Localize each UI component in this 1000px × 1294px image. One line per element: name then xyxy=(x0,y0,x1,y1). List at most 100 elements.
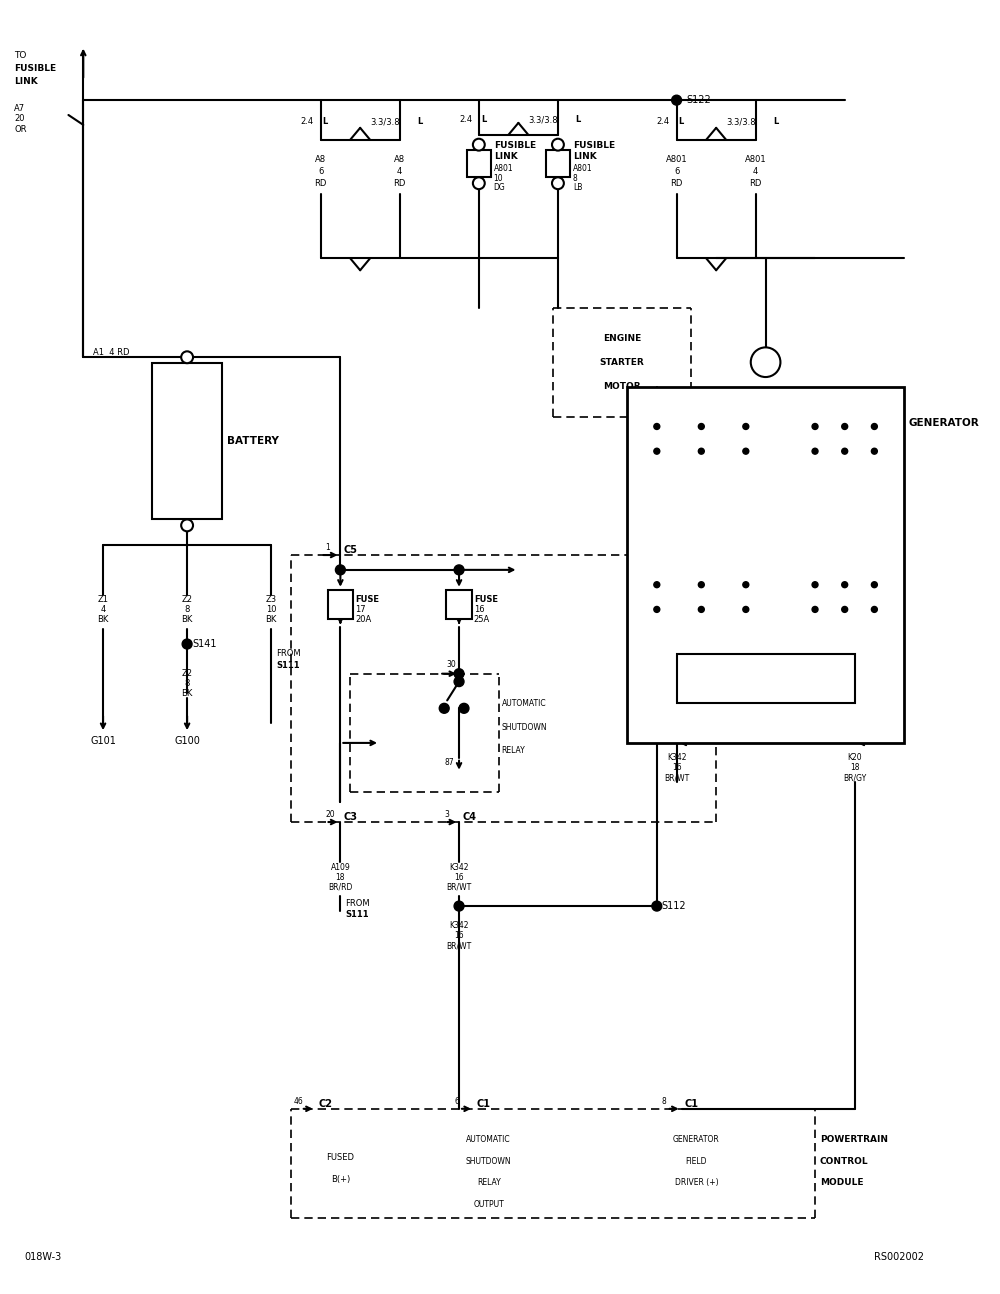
Circle shape xyxy=(181,352,193,364)
Text: RELAY: RELAY xyxy=(477,1179,501,1188)
Text: B(+): B(+) xyxy=(331,1175,350,1184)
Circle shape xyxy=(439,704,449,713)
Text: K20: K20 xyxy=(847,753,862,762)
Circle shape xyxy=(182,639,192,650)
Text: BK: BK xyxy=(181,688,193,697)
Text: K342: K342 xyxy=(449,863,469,872)
Circle shape xyxy=(743,448,749,454)
Text: RELAY: RELAY xyxy=(502,747,525,756)
Text: L: L xyxy=(679,118,684,127)
Text: RD: RD xyxy=(314,179,327,188)
Bar xyxy=(627,387,904,743)
Text: A8: A8 xyxy=(394,155,405,164)
Text: GENERATOR: GENERATOR xyxy=(909,418,980,427)
Text: 46: 46 xyxy=(294,1097,304,1106)
Text: 2.4: 2.4 xyxy=(657,118,670,127)
Text: DRIVER (+): DRIVER (+) xyxy=(675,1179,718,1188)
Text: 4: 4 xyxy=(100,604,106,613)
Text: -: - xyxy=(207,505,211,518)
Text: MOTOR: MOTOR xyxy=(603,382,641,391)
Text: LINK: LINK xyxy=(573,151,597,160)
Text: A801: A801 xyxy=(745,155,767,164)
Text: BR/WT: BR/WT xyxy=(446,883,472,892)
Circle shape xyxy=(454,565,464,575)
Text: A1  4 RD: A1 4 RD xyxy=(93,348,130,357)
Circle shape xyxy=(654,448,660,454)
Text: 6: 6 xyxy=(454,1097,459,1106)
Circle shape xyxy=(812,607,818,612)
Circle shape xyxy=(181,519,193,532)
Text: 6: 6 xyxy=(318,167,323,176)
Circle shape xyxy=(698,423,704,430)
Text: 3.3/3.8: 3.3/3.8 xyxy=(726,118,756,127)
Text: G100: G100 xyxy=(174,736,200,745)
Circle shape xyxy=(842,448,848,454)
Text: C1: C1 xyxy=(685,1099,699,1109)
Text: LINK: LINK xyxy=(494,151,517,160)
Circle shape xyxy=(652,901,662,911)
Circle shape xyxy=(454,901,464,911)
Text: DG: DG xyxy=(494,182,505,192)
Text: Z1: Z1 xyxy=(98,595,109,604)
Text: Z3: Z3 xyxy=(266,595,277,604)
Circle shape xyxy=(552,138,564,150)
Text: C3: C3 xyxy=(343,813,357,822)
Text: BR/WT: BR/WT xyxy=(446,941,472,950)
Text: C1: C1 xyxy=(477,1099,491,1109)
Text: 87: 87 xyxy=(444,758,454,767)
Text: INTELLIGENT: INTELLIGENT xyxy=(721,571,787,580)
Text: L: L xyxy=(576,115,581,124)
Text: S141: S141 xyxy=(192,639,217,650)
Text: 4: 4 xyxy=(753,167,758,176)
Text: TO: TO xyxy=(14,52,26,60)
Text: C2: C2 xyxy=(319,1099,333,1109)
Circle shape xyxy=(698,448,704,454)
Text: CONTROL: CONTROL xyxy=(820,1157,869,1166)
Circle shape xyxy=(335,565,345,575)
Text: 3.3/3.8: 3.3/3.8 xyxy=(528,115,558,124)
Text: BK: BK xyxy=(265,615,277,624)
Text: GENERATOR: GENERATOR xyxy=(673,1135,720,1144)
Circle shape xyxy=(698,607,704,612)
Text: 16: 16 xyxy=(672,763,681,773)
Circle shape xyxy=(654,423,660,430)
Circle shape xyxy=(812,448,818,454)
Text: 18: 18 xyxy=(850,763,859,773)
Text: 10: 10 xyxy=(266,604,276,613)
Text: RD: RD xyxy=(670,179,683,188)
Text: 8: 8 xyxy=(184,604,190,613)
Text: K342: K342 xyxy=(449,921,469,930)
Text: SHUTDOWN: SHUTDOWN xyxy=(466,1157,512,1166)
Text: MODULE: MODULE xyxy=(721,609,765,619)
Text: BR/RD: BR/RD xyxy=(328,883,353,892)
Text: 8: 8 xyxy=(662,1097,667,1106)
Text: 10: 10 xyxy=(494,173,503,182)
Bar xyxy=(328,590,353,620)
Text: 018W-3: 018W-3 xyxy=(24,1253,61,1262)
Circle shape xyxy=(871,607,877,612)
Text: 2: 2 xyxy=(850,731,854,739)
Circle shape xyxy=(751,347,780,377)
Text: 6: 6 xyxy=(674,167,679,176)
Circle shape xyxy=(654,582,660,587)
Text: BK: BK xyxy=(97,615,109,624)
Text: 25A: 25A xyxy=(474,615,490,624)
Text: BK: BK xyxy=(181,615,193,624)
Text: A801: A801 xyxy=(494,164,513,173)
Circle shape xyxy=(871,448,877,454)
Text: 8: 8 xyxy=(573,173,578,182)
Text: RS002002: RS002002 xyxy=(874,1253,924,1262)
Text: Z2: Z2 xyxy=(182,669,193,678)
Text: 4: 4 xyxy=(397,167,402,176)
Bar xyxy=(467,150,491,177)
Text: L: L xyxy=(418,118,423,127)
Text: FUSIBLE: FUSIBLE xyxy=(494,141,536,150)
Circle shape xyxy=(842,423,848,430)
Text: RD: RD xyxy=(394,179,406,188)
Circle shape xyxy=(459,704,469,713)
Text: FUSE: FUSE xyxy=(355,595,379,604)
Text: BR/WT: BR/WT xyxy=(664,773,689,782)
Text: 17: 17 xyxy=(355,604,366,613)
Circle shape xyxy=(743,582,749,587)
Text: MODULE: MODULE xyxy=(820,1179,863,1188)
